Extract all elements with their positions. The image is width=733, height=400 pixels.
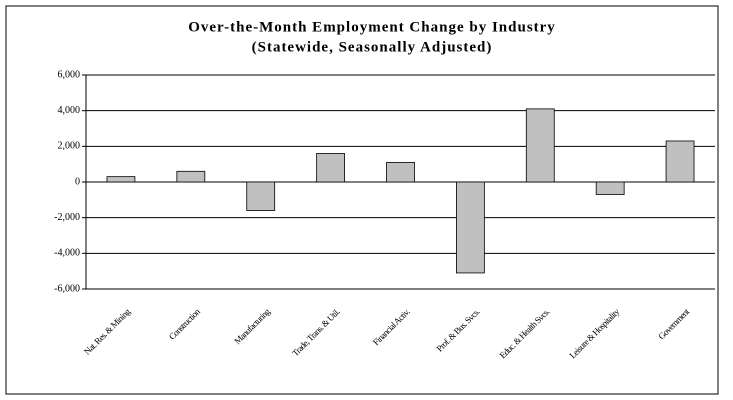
bar bbox=[316, 153, 345, 183]
y-tick-label: -4,000 bbox=[54, 248, 80, 259]
bar bbox=[386, 161, 415, 183]
y-tick-label: -6,000 bbox=[54, 283, 80, 294]
y-tick-label: 2,000 bbox=[58, 141, 81, 152]
y-tick-label: 0 bbox=[75, 176, 80, 187]
bar bbox=[665, 140, 695, 183]
y-tick-label: 4,000 bbox=[58, 105, 81, 116]
bar bbox=[595, 181, 625, 195]
bar bbox=[525, 108, 555, 183]
bar bbox=[246, 181, 276, 211]
bar bbox=[176, 170, 206, 183]
y-tick-label: 6,000 bbox=[58, 69, 81, 80]
bar bbox=[106, 176, 136, 183]
y-tick-label: -2,000 bbox=[54, 212, 80, 223]
chart-title: Over-the-Month Employment Change by Indu… bbox=[188, 19, 556, 35]
chart-frame bbox=[5, 5, 719, 395]
bar bbox=[456, 181, 485, 274]
chart-subtitle: (Statewide, Seasonally Adjusted) bbox=[252, 39, 493, 55]
